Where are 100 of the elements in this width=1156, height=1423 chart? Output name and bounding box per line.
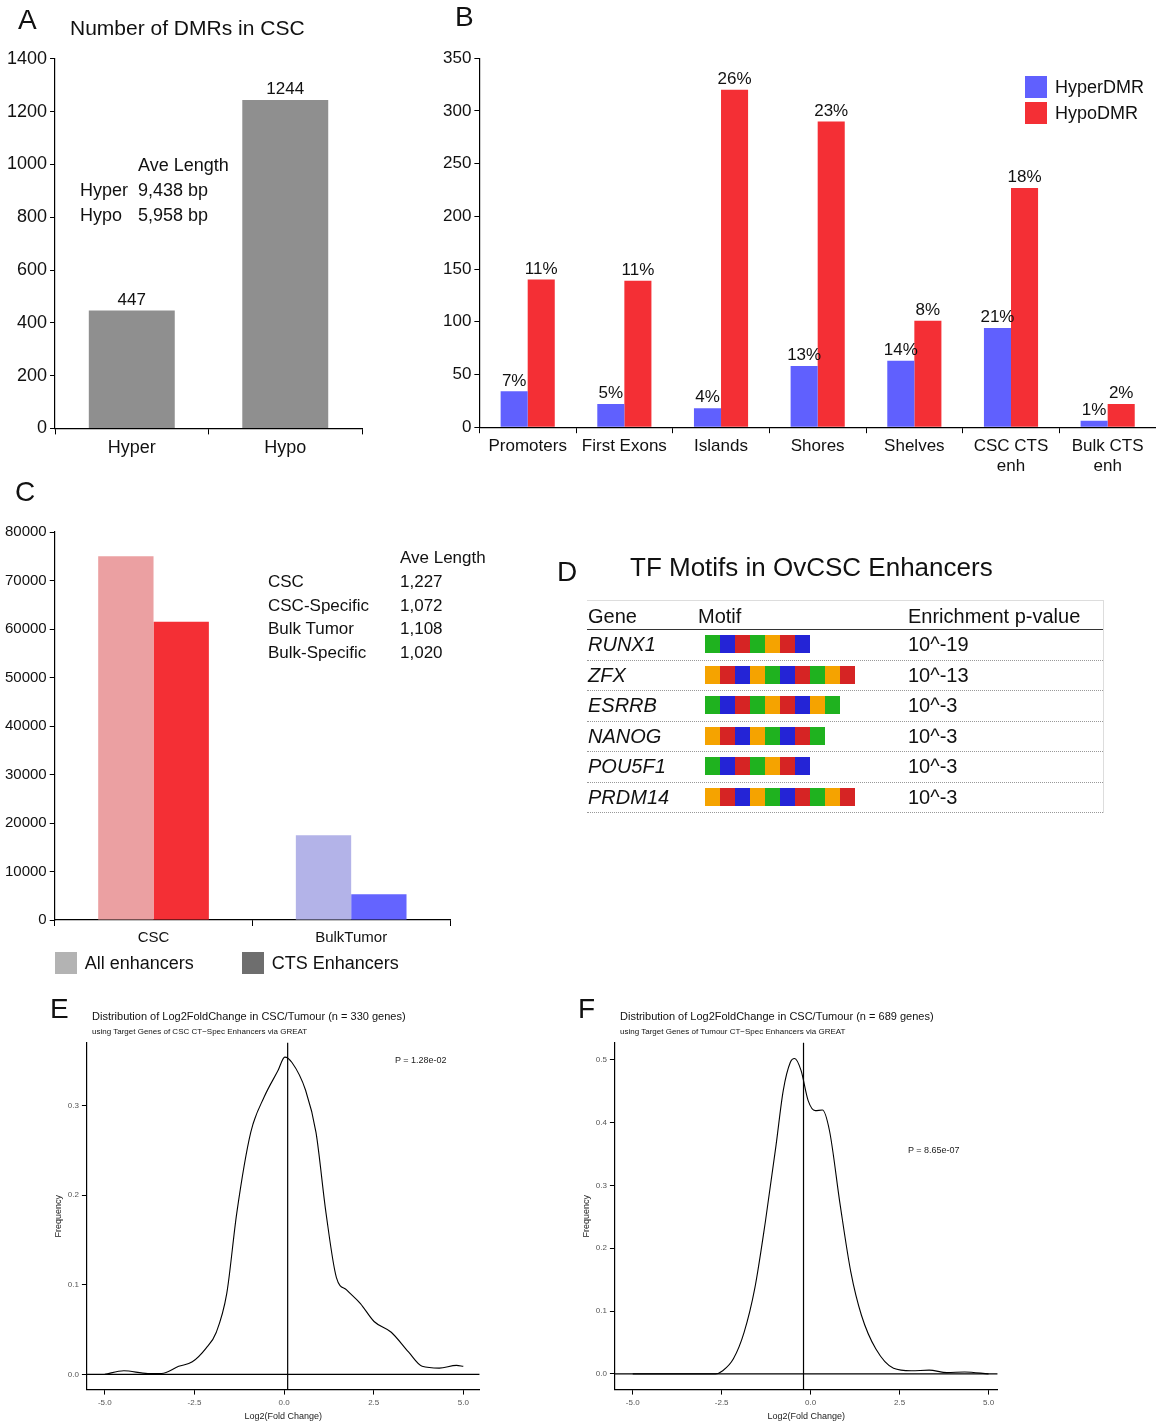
annotation: 5,958 bp bbox=[138, 205, 209, 227]
x-axis-title: Log2(Fold Change) bbox=[767, 1411, 845, 1422]
y-tick-label: 30000 bbox=[4, 764, 47, 782]
y-tick-label: 10000 bbox=[4, 861, 47, 879]
y-tick-label: 250 bbox=[442, 153, 472, 173]
x-tick-label: 2.5 bbox=[368, 1397, 380, 1407]
annotation: CSC-Specific bbox=[268, 595, 370, 616]
annotation: P = 1.28e-02 bbox=[395, 1055, 447, 1065]
x-tick-label: BulkTumor bbox=[315, 928, 388, 946]
y-tick-label: 70000 bbox=[4, 570, 47, 588]
chart-title: Number of DMRs in CSC bbox=[70, 16, 305, 40]
annotation: 7% bbox=[501, 370, 527, 390]
y-tick-label: 0.3 bbox=[595, 1180, 608, 1190]
data-label: 1244 bbox=[266, 79, 305, 99]
y-tick-label: 0 bbox=[461, 416, 472, 436]
x-tick-label: 0.0 bbox=[278, 1397, 291, 1407]
y-tick-label: 0 bbox=[37, 417, 48, 438]
y-tick-label: 0.5 bbox=[595, 1054, 608, 1064]
x-tick-label: -2.5 bbox=[714, 1397, 730, 1407]
annotation: Ave Length bbox=[138, 155, 229, 176]
y-tick-label: 800 bbox=[17, 206, 48, 227]
annotation: 1,020 bbox=[400, 643, 443, 664]
y-tick-label: 0.2 bbox=[595, 1243, 608, 1253]
series-label: CTS Enhancers bbox=[271, 952, 399, 974]
y-tick-label: 400 bbox=[17, 311, 48, 332]
text: A bbox=[18, 4, 37, 35]
annotation: Hyper bbox=[80, 180, 129, 202]
x-tick-label: -5.0 bbox=[97, 1397, 113, 1407]
x-tick-label: Shelves bbox=[884, 436, 945, 456]
x-tick-label: Islands bbox=[694, 436, 748, 456]
series-label: All enhancers bbox=[84, 952, 194, 974]
x-axis-title: Log2(Fold Change) bbox=[244, 1411, 322, 1422]
x-tick-label: First Exons bbox=[581, 436, 667, 456]
annotation: 2% bbox=[1108, 383, 1134, 403]
y-tick-label: 50000 bbox=[4, 667, 47, 685]
x-tick-label: Hyper bbox=[107, 437, 156, 458]
annotation: 23% bbox=[814, 100, 849, 120]
annotation: Hypo bbox=[80, 205, 123, 227]
x-tick-label: -5.0 bbox=[625, 1397, 641, 1407]
annotation: 4% bbox=[695, 387, 720, 407]
annotation: Ave Length bbox=[400, 548, 486, 568]
y-tick-label: 0.0 bbox=[595, 1369, 608, 1379]
x-tick-label: 5.0 bbox=[457, 1397, 470, 1407]
annotation: 1,072 bbox=[400, 595, 443, 616]
annotation: 11% bbox=[621, 259, 655, 279]
y-tick-label: 60000 bbox=[4, 619, 47, 637]
y-tick-label: 150 bbox=[442, 258, 472, 278]
text: ZFX bbox=[588, 663, 626, 687]
text: POU5F1 bbox=[588, 755, 666, 778]
y-tick-label: 200 bbox=[442, 206, 472, 226]
text: 10^-3 bbox=[908, 724, 958, 748]
x-tick-label: Bulk CTS enh bbox=[1071, 436, 1144, 476]
text: ESRRB bbox=[588, 694, 657, 717]
y-axis-title: Frequency bbox=[580, 1194, 591, 1238]
annotation: Bulk Tumor bbox=[268, 619, 354, 640]
text: 10^-3 bbox=[908, 785, 958, 809]
text: 10^-3 bbox=[908, 755, 958, 778]
text: RUNX1 bbox=[588, 633, 656, 656]
annotation: 1% bbox=[1081, 400, 1107, 420]
annotation: 8% bbox=[915, 299, 941, 319]
y-tick-label: 0.2 bbox=[67, 1190, 80, 1200]
y-tick-label: 0.1 bbox=[595, 1306, 608, 1316]
legend-label: HypoDMR bbox=[1054, 102, 1138, 124]
chart-subtitle: using Target Genes of CSC CT−Spec Enhancers via GREAT bbox=[92, 1026, 308, 1036]
annotation: 1,108 bbox=[400, 619, 443, 640]
chart-title: Distribution of Log2FoldChange in CSC/Tumour (n = 330 genes) bbox=[92, 1010, 406, 1023]
x-tick-label: Shores bbox=[790, 436, 845, 456]
y-tick-label: 600 bbox=[17, 258, 48, 279]
chart-subtitle: using Target Genes of Tumour CT−Spec Enhancers via GREAT bbox=[620, 1026, 846, 1036]
text: F bbox=[578, 993, 596, 1024]
x-tick-label: -2.5 bbox=[187, 1397, 202, 1407]
y-tick-label: 50 bbox=[452, 364, 472, 384]
text: Enrichment p-value bbox=[908, 605, 1081, 628]
x-tick-label: CSC CTS enh bbox=[973, 436, 1049, 476]
text: NANOG bbox=[588, 724, 662, 748]
annotation: 5% bbox=[598, 383, 624, 403]
x-tick-label: Promoters bbox=[488, 436, 567, 456]
text: E bbox=[50, 993, 69, 1024]
y-tick-label: 300 bbox=[442, 100, 472, 120]
text: 10^-19 bbox=[908, 633, 969, 656]
y-tick-label: 0.3 bbox=[67, 1100, 80, 1110]
text: 10^-13 bbox=[908, 663, 969, 687]
text: Motif bbox=[698, 605, 742, 628]
annotation: Bulk-Specific bbox=[268, 643, 367, 664]
annotation: 1,227 bbox=[400, 571, 443, 592]
x-tick-label: Hypo bbox=[264, 437, 307, 458]
annotation: 26% bbox=[717, 69, 752, 89]
y-tick-label: 0 bbox=[38, 910, 47, 928]
text: 10^-3 bbox=[908, 694, 958, 717]
legend-label: HyperDMR bbox=[1054, 76, 1144, 98]
text: TF Motifs in OvCSC Enhancers bbox=[630, 552, 993, 583]
text: B bbox=[455, 1, 474, 32]
text: Gene bbox=[588, 605, 637, 628]
y-tick-label: 80000 bbox=[4, 522, 47, 540]
x-tick-label: 0.0 bbox=[805, 1397, 817, 1407]
annotation: 11% bbox=[524, 258, 558, 278]
text: PRDM14 bbox=[588, 785, 670, 809]
y-tick-label: 0.1 bbox=[67, 1279, 80, 1289]
y-tick-label: 40000 bbox=[4, 716, 47, 734]
y-tick-label: 0.0 bbox=[67, 1369, 80, 1379]
